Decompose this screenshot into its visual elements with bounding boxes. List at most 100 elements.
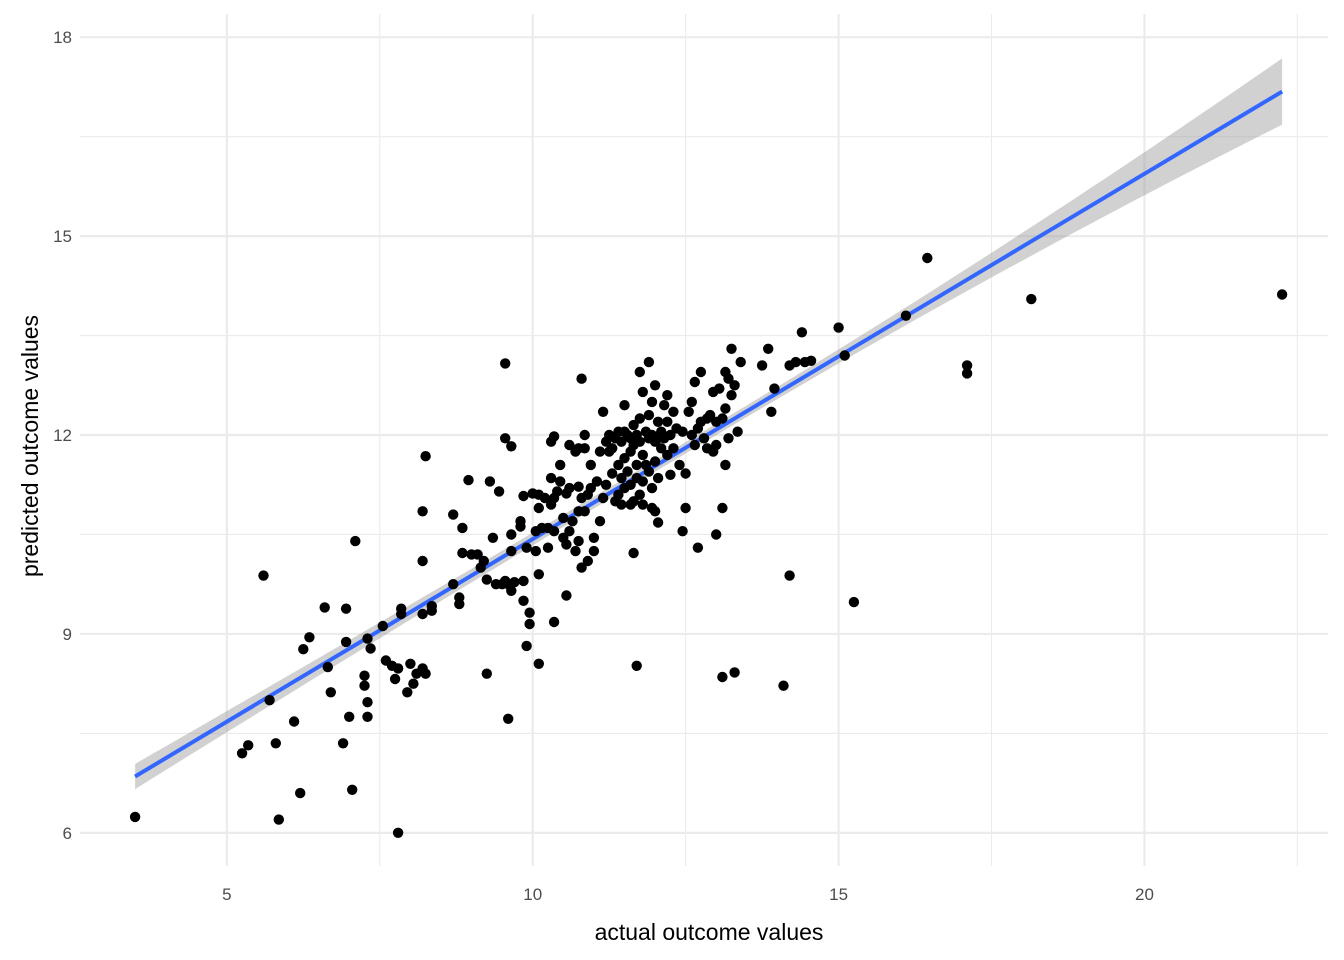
x-tick-label: 10 <box>523 885 542 904</box>
data-point <box>643 466 655 477</box>
data-point <box>582 555 593 567</box>
data-point <box>723 373 734 384</box>
data-point <box>686 396 697 408</box>
data-point <box>833 322 844 333</box>
data-point <box>457 547 468 559</box>
data-point <box>662 416 673 427</box>
data-point <box>619 400 630 411</box>
data-point <box>692 542 704 553</box>
data-point <box>717 502 728 514</box>
data-point <box>264 695 275 706</box>
data-point <box>273 814 284 825</box>
x-tick-label: 20 <box>1135 885 1154 904</box>
data-point <box>714 383 725 394</box>
data-point <box>573 535 584 547</box>
x-axis-ticks: 5 10 15 20 <box>222 885 1154 904</box>
data-point <box>573 481 584 492</box>
data-point <box>509 577 520 588</box>
data-point <box>539 492 551 504</box>
data-point <box>637 386 648 398</box>
data-point <box>548 616 560 628</box>
data-point <box>521 640 532 652</box>
data-point <box>533 658 544 669</box>
data-point <box>548 526 560 537</box>
data-point <box>481 668 492 679</box>
data-point <box>359 680 370 691</box>
data-point <box>506 441 517 452</box>
data-point <box>481 574 492 585</box>
data-point <box>649 380 661 391</box>
data-point <box>726 390 737 401</box>
data-point <box>839 350 850 361</box>
data-point <box>518 595 529 606</box>
data-point <box>542 542 554 553</box>
data-point <box>472 549 483 560</box>
data-point <box>600 479 612 490</box>
data-point <box>506 545 517 557</box>
data-point <box>533 502 544 514</box>
data-point <box>344 711 355 722</box>
data-point <box>674 459 685 471</box>
data-point <box>662 449 673 461</box>
data-point <box>417 506 428 517</box>
minor-gridlines <box>80 14 1328 866</box>
data-point <box>796 327 808 338</box>
data-point <box>729 380 740 391</box>
data-point <box>668 406 679 417</box>
data-point <box>417 555 428 567</box>
data-point <box>628 547 639 559</box>
data-point <box>500 358 511 369</box>
data-point <box>631 459 642 471</box>
data-point <box>634 436 645 447</box>
data-point <box>616 436 627 447</box>
data-point <box>454 592 465 603</box>
data-point <box>637 476 648 487</box>
data-point <box>597 406 609 417</box>
data-point <box>686 429 697 441</box>
data-point <box>337 738 349 749</box>
data-point <box>564 482 575 494</box>
data-point <box>732 426 743 437</box>
data-point <box>1276 289 1288 300</box>
data-point <box>689 439 700 451</box>
data-point <box>643 409 655 421</box>
data-point <box>652 472 664 484</box>
data-point <box>720 403 731 414</box>
data-point <box>487 532 499 543</box>
data-point <box>319 602 330 613</box>
data-point <box>347 784 358 795</box>
data-point <box>561 590 572 601</box>
data-point <box>637 449 648 461</box>
data-point <box>961 360 973 371</box>
data-point <box>634 489 645 500</box>
data-point <box>607 468 618 479</box>
data-point <box>756 360 768 371</box>
data-point <box>729 667 740 678</box>
data-point <box>616 499 627 510</box>
data-point <box>766 406 777 417</box>
data-point <box>579 506 590 517</box>
data-point <box>665 429 676 441</box>
data-point <box>457 522 468 534</box>
data-point <box>561 539 572 550</box>
data-point <box>689 376 700 388</box>
major-gridlines <box>80 14 1328 866</box>
data-point <box>426 600 437 612</box>
data-point <box>362 697 373 708</box>
data-point <box>493 486 505 497</box>
data-point <box>597 492 609 504</box>
data-point <box>236 748 248 759</box>
data-point <box>325 687 336 698</box>
data-point <box>420 451 431 462</box>
data-points <box>129 252 1288 838</box>
data-point <box>570 545 581 557</box>
data-point <box>720 459 731 471</box>
data-point <box>304 632 315 643</box>
data-point <box>524 618 535 630</box>
data-point <box>662 390 673 401</box>
data-point <box>619 453 630 464</box>
data-point <box>616 472 627 484</box>
data-point <box>567 516 578 527</box>
data-point <box>588 545 600 557</box>
